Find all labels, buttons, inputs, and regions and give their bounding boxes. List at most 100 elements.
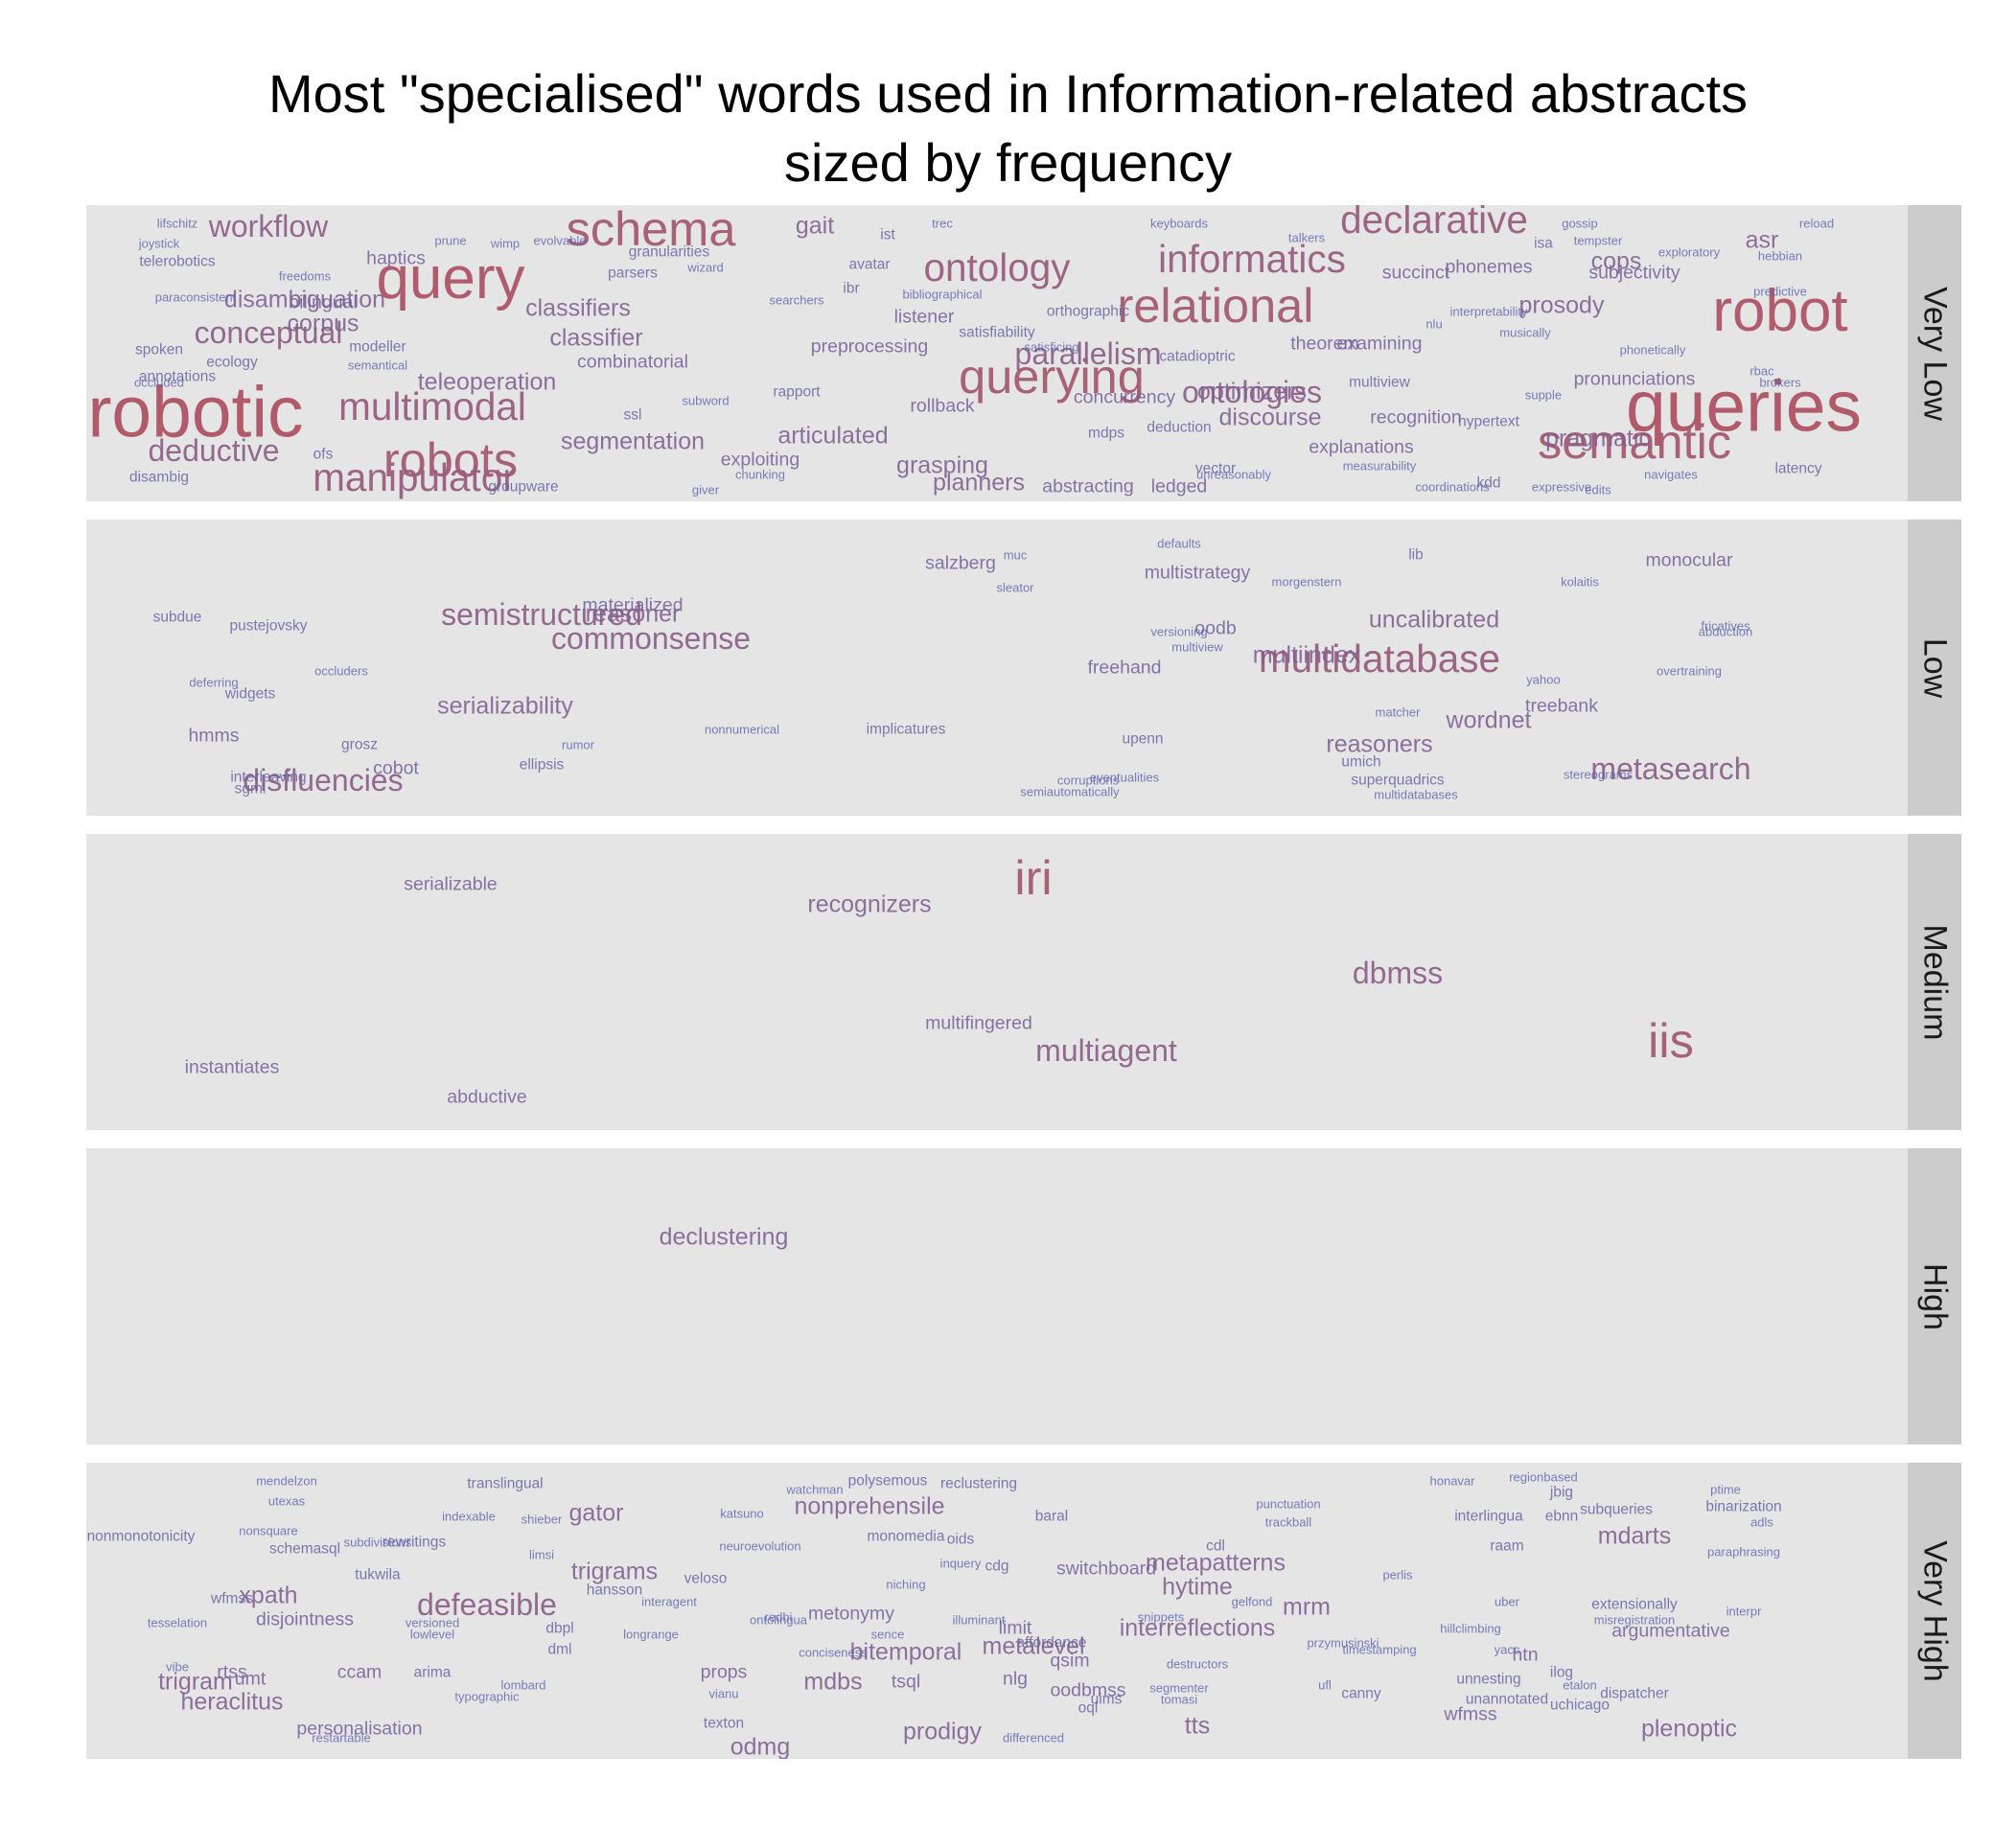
word-label: umich <box>1341 753 1381 771</box>
facet-strip-medium: Medium <box>1908 834 1961 1130</box>
word-label: query <box>376 245 525 312</box>
word-label: dbmss <box>1352 956 1444 991</box>
word-label: iis <box>1648 1013 1694 1069</box>
word-label: wfmss <box>1444 1702 1497 1724</box>
word-label: multiview <box>1171 639 1223 655</box>
word-label: uncalibrated <box>1368 606 1500 634</box>
word-label: navigates <box>1644 467 1698 482</box>
word-label: metasearch <box>1590 751 1751 786</box>
word-label: nlu <box>1425 316 1443 332</box>
word-label: interreflections <box>1119 1614 1276 1642</box>
word-label: typographic <box>454 1689 520 1704</box>
word-label: multidatabase <box>1258 635 1501 681</box>
word-label: nonmonotonicity <box>86 1528 196 1545</box>
word-label: interpretability <box>1449 304 1528 319</box>
word-label: haptics <box>366 246 426 268</box>
word-label: vector <box>1194 460 1237 477</box>
word-label: relational <box>1117 277 1314 333</box>
word-label: giver <box>691 482 720 497</box>
word-label: vianu <box>708 1686 739 1701</box>
word-label: rewritings <box>382 1534 447 1551</box>
facet-panel-very-low: robotic queries robot query relational queryi… <box>86 205 1908 501</box>
word-label: disambig <box>128 469 190 486</box>
word-label: defaults <box>1157 536 1201 551</box>
word-label: abductive <box>447 1086 527 1108</box>
word-label: classifier <box>549 324 643 352</box>
word-label: ibr <box>843 279 860 296</box>
word-label: cops <box>1590 247 1642 275</box>
word-label: declustering <box>659 1223 789 1251</box>
word-label: yacc <box>1494 1642 1520 1657</box>
word-label: ebnn <box>1544 1507 1579 1524</box>
word-label: abduction <box>1698 624 1753 639</box>
word-label: interagent <box>641 1594 697 1609</box>
word-label: ufl <box>1318 1677 1332 1693</box>
word-label: pustejovsky <box>229 617 308 635</box>
word-label: gelfond <box>1231 1594 1273 1609</box>
word-label: kdd <box>1476 474 1501 492</box>
word-label: illuminant <box>952 1612 1006 1628</box>
word-label: differenced <box>1002 1730 1065 1745</box>
word-label: catadioptric <box>1159 347 1236 364</box>
word-label: robot <box>1712 278 1848 345</box>
word-label: salzberg <box>925 552 996 574</box>
word-label: wordnet <box>1446 706 1532 734</box>
word-label: segmentation <box>560 427 706 455</box>
word-label: freehand <box>1087 656 1162 678</box>
word-label: cdl <box>1206 1536 1225 1554</box>
word-label: phonetically <box>1619 342 1686 358</box>
word-label: unreasonably <box>1195 467 1272 482</box>
word-label: rapport <box>773 382 821 400</box>
word-label: matcher <box>1375 705 1421 720</box>
word-label: musically <box>1499 325 1551 340</box>
word-label: abstracting <box>1042 474 1134 497</box>
word-label: granularities <box>628 243 710 261</box>
facet-strip-very-low: Very Low <box>1908 205 1961 501</box>
word-label: groupware <box>488 477 559 495</box>
word-label: affordance <box>1016 1634 1087 1652</box>
word-label: argumentative <box>1611 1620 1730 1642</box>
facet-label-low: Low <box>1916 637 1954 698</box>
word-label: superquadrics <box>1351 772 1445 789</box>
word-label: honavar <box>1429 1473 1475 1489</box>
word-label: talkers <box>1287 230 1326 245</box>
word-label: unannotated <box>1465 1691 1549 1708</box>
word-label: uber <box>1494 1594 1520 1609</box>
word-label: exploiting <box>720 448 800 470</box>
word-label: instantiates <box>184 1056 280 1078</box>
word-label: edits <box>1585 482 1611 497</box>
word-label: nonprehensile <box>794 1492 945 1520</box>
word-label: serializability <box>437 692 573 720</box>
word-label: ptime <box>1710 1482 1741 1497</box>
word-label: multiindex <box>1252 641 1361 669</box>
word-label: qsim <box>1050 1650 1090 1672</box>
word-label: switchboard <box>1055 1558 1157 1580</box>
word-label: mdbs <box>803 1668 863 1696</box>
word-label: coordinations <box>1415 479 1490 495</box>
word-label: supple <box>1524 387 1563 403</box>
word-label: preprocessing <box>810 335 929 358</box>
word-label: robotic <box>87 371 304 452</box>
word-label: spoken <box>135 341 183 358</box>
word-label: serializable <box>404 872 498 894</box>
chart-title-line-2: sized by frequency <box>784 132 1232 193</box>
facet-label-very-high: Very High <box>1916 1539 1954 1682</box>
chart-title-line-1: Most "specialised" words used in Informa… <box>267 63 1749 124</box>
word-label: hebbian <box>1757 248 1803 264</box>
word-label: deferring <box>189 675 239 690</box>
word-label: commonsense <box>550 620 752 656</box>
word-label: htn <box>1512 1644 1539 1666</box>
facet-label-very-low: Very Low <box>1916 286 1954 421</box>
word-label: querying <box>959 348 1145 404</box>
word-label: semiautomatically <box>1020 784 1120 799</box>
word-label: metonymy <box>808 1602 894 1624</box>
word-label: modeller <box>349 338 406 356</box>
word-label: prodigy <box>903 1718 982 1745</box>
word-label: watchman <box>786 1482 844 1497</box>
word-label: ontolingua <box>750 1612 807 1628</box>
word-label: multifingered <box>925 1012 1032 1033</box>
word-label: hansson <box>586 1582 643 1599</box>
word-label: parallelism <box>1014 335 1162 371</box>
word-label: cdg <box>985 1558 1009 1575</box>
word-label: materialized <box>582 593 684 615</box>
